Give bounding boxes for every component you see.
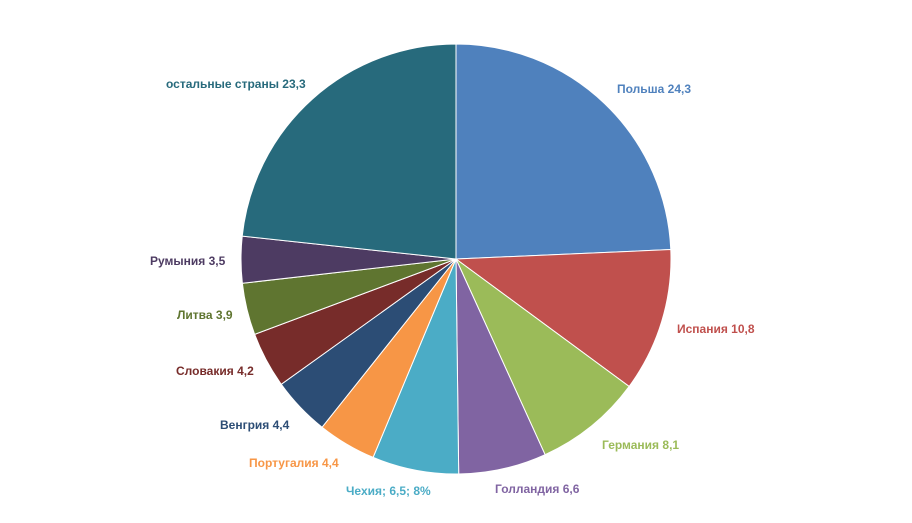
data-label-romania: Румыния 3,5 [150, 254, 226, 268]
data-label-holland: Голландия 6,6 [495, 482, 580, 496]
data-label-lithuania: Литва 3,9 [177, 308, 233, 322]
pie-labels: Польша 24,3 Испания 10,8 Германия 8,1 Голла… [150, 77, 755, 498]
pie-slice-germany [454, 257, 630, 456]
data-label-germany: Германия 8,1 [602, 438, 679, 452]
pie-slices [240, 43, 672, 475]
pie-slice-spain [454, 249, 672, 388]
data-label-portugal: Португалия 4,4 [249, 456, 339, 470]
data-label-hungary: Венгрия 4,4 [220, 418, 290, 432]
pie-slice-poland [455, 43, 672, 260]
data-label-slovakia: Словакия 4,2 [176, 364, 254, 378]
data-label-czechia: Чехия; 6,5; 8% [346, 484, 431, 498]
pie-slice-others [241, 43, 457, 260]
data-label-spain: Испания 10,8 [677, 322, 755, 336]
data-label-others: остальные страны 23,3 [166, 77, 306, 91]
data-label-poland: Польша 24,3 [617, 82, 691, 96]
